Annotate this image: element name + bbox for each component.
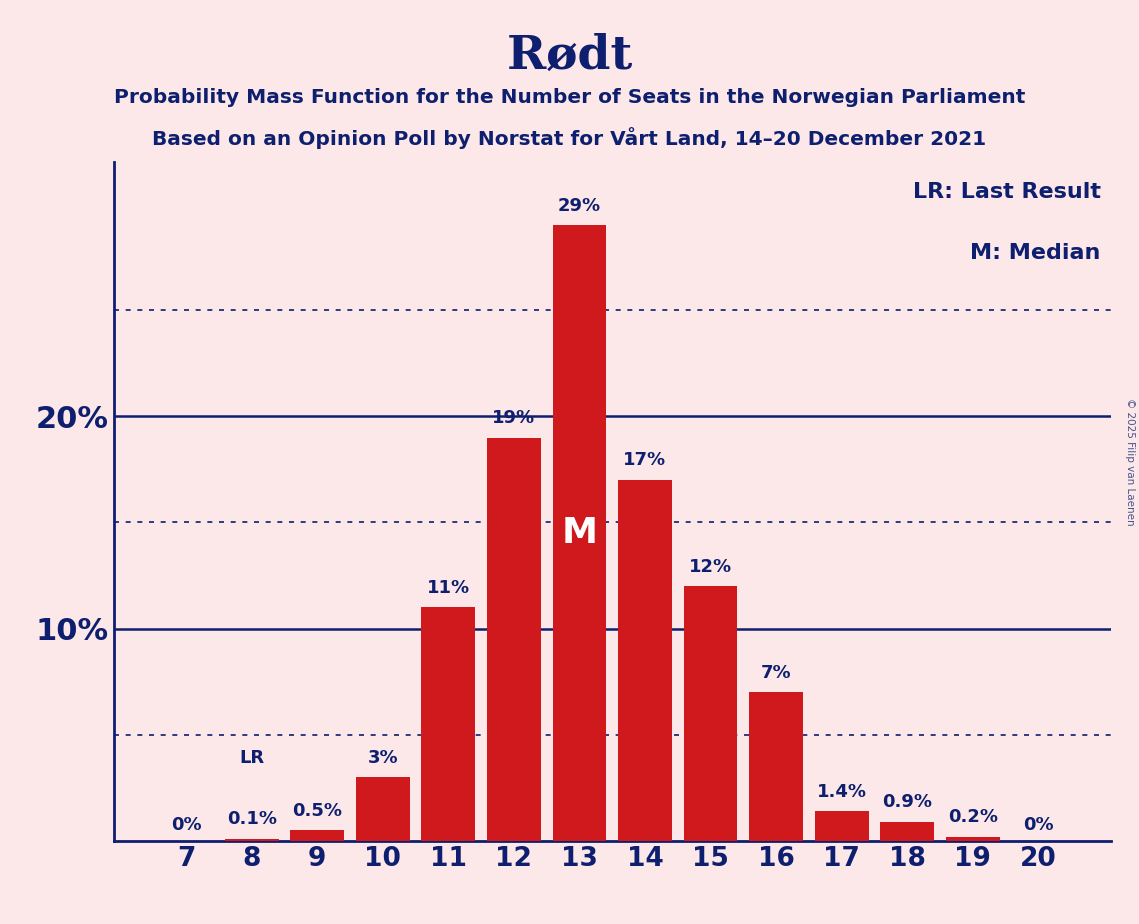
Bar (683, 586, 737, 841)
Bar (290, 831, 344, 841)
Text: © 2025 Filip van Laenen: © 2025 Filip van Laenen (1125, 398, 1134, 526)
Bar (749, 692, 803, 841)
Text: 1.4%: 1.4% (817, 783, 867, 800)
Text: 19%: 19% (492, 409, 535, 427)
Text: M: M (562, 517, 598, 550)
Text: 3%: 3% (368, 748, 398, 767)
Text: 12%: 12% (689, 557, 732, 576)
Bar (355, 777, 410, 841)
Bar (945, 836, 1000, 841)
Text: 7%: 7% (761, 663, 792, 682)
Text: Rødt: Rødt (507, 32, 632, 79)
Text: M: Median: M: Median (970, 243, 1100, 263)
Text: 0.1%: 0.1% (227, 810, 277, 828)
Text: 29%: 29% (558, 197, 601, 214)
Text: 0.5%: 0.5% (293, 802, 342, 820)
Text: LR: LR (239, 748, 264, 767)
Bar (880, 821, 934, 841)
Bar (224, 839, 279, 841)
Text: 0%: 0% (171, 817, 202, 834)
Bar (814, 811, 869, 841)
Text: 0%: 0% (1023, 817, 1054, 834)
Text: Based on an Opinion Poll by Norstat for Vårt Land, 14–20 December 2021: Based on an Opinion Poll by Norstat for … (153, 128, 986, 150)
Bar (552, 225, 606, 841)
Bar (487, 438, 541, 841)
Text: 17%: 17% (623, 452, 666, 469)
Text: 11%: 11% (427, 578, 470, 597)
Text: LR: Last Result: LR: Last Result (912, 182, 1100, 202)
Bar (618, 480, 672, 841)
Text: Probability Mass Function for the Number of Seats in the Norwegian Parliament: Probability Mass Function for the Number… (114, 88, 1025, 107)
Bar (421, 607, 475, 841)
Text: 0.2%: 0.2% (948, 808, 998, 826)
Text: 0.9%: 0.9% (883, 793, 932, 811)
